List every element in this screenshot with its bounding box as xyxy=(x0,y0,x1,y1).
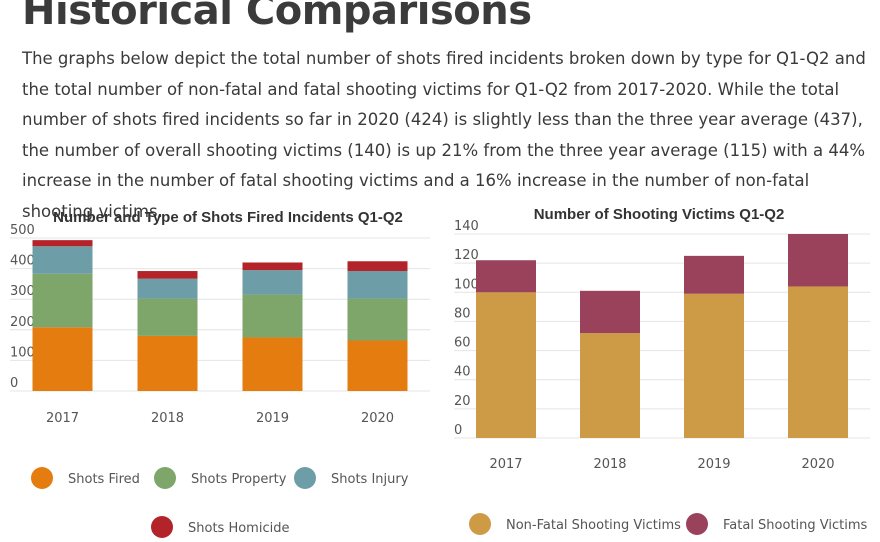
bar-segment xyxy=(137,298,198,336)
legend-swatch xyxy=(469,513,491,535)
bar-segment xyxy=(137,271,198,279)
legend-swatch xyxy=(154,467,176,489)
shots-fired-chart: Number and Type of Shots Fired Incidents… xyxy=(10,209,430,538)
bar-segment xyxy=(476,260,536,293)
y-tick-label: 300 xyxy=(10,284,35,299)
intro-paragraph: The graphs below depict the total number… xyxy=(22,49,866,221)
legend-label: Shots Fired xyxy=(68,472,140,487)
y-tick-label: 80 xyxy=(454,306,471,321)
bar-segment xyxy=(32,273,93,328)
legend-label: Shots Homicide xyxy=(188,521,289,536)
y-tick-label: 400 xyxy=(10,254,35,269)
x-tick-label: 2020 xyxy=(361,411,394,426)
bar-segment xyxy=(242,270,303,295)
y-tick-label: 20 xyxy=(454,394,471,409)
y-tick-label: 100 xyxy=(10,345,35,360)
y-tick-label: 140 xyxy=(454,219,479,234)
bar-segment xyxy=(580,290,640,334)
x-tick-label: 2019 xyxy=(256,411,289,426)
bar-segment xyxy=(32,240,93,247)
y-tick-label: 40 xyxy=(454,365,471,380)
chart-title: Number of Shooting Victims Q1-Q2 xyxy=(534,206,785,223)
legend-label: Shots Property xyxy=(191,472,287,487)
bar-segment xyxy=(580,333,640,438)
bar-segment xyxy=(242,337,303,391)
y-tick-label: 200 xyxy=(10,315,35,330)
shooting-victims-chart: Number of Shooting Victims Q1-Q2 0 20 40 60… xyxy=(454,206,870,535)
chart-title: Number and Type of Shots Fired Incidents… xyxy=(53,209,403,226)
legend-swatch xyxy=(686,513,708,535)
bar-segment xyxy=(242,294,303,338)
page-heading: Historical Comparisons xyxy=(22,0,532,34)
y-tick-label: 60 xyxy=(454,336,471,351)
bar-segment xyxy=(347,261,408,272)
legend-swatch xyxy=(151,516,173,538)
x-tick-label: 2019 xyxy=(697,457,730,472)
y-tick-label: 0 xyxy=(454,423,462,438)
bar-segment xyxy=(347,298,408,341)
legend-swatch xyxy=(31,467,53,489)
bar-segment xyxy=(476,292,536,438)
bar-segment xyxy=(32,327,93,391)
x-tick-label: 2018 xyxy=(593,457,626,472)
bar-segment xyxy=(684,293,744,438)
x-tick-label: 2018 xyxy=(151,411,184,426)
y-tick-label: 120 xyxy=(454,248,479,263)
bar-segment xyxy=(137,335,198,391)
bar-segment xyxy=(242,262,303,271)
x-tick-label: 2017 xyxy=(46,411,79,426)
y-tick-label: 0 xyxy=(10,376,18,391)
bar-segment xyxy=(788,234,848,287)
x-tick-label: 2020 xyxy=(801,457,834,472)
x-tick-label: 2017 xyxy=(489,457,522,472)
bar-segment xyxy=(347,271,408,299)
bar-segment xyxy=(684,255,744,294)
legend-swatch xyxy=(294,467,316,489)
legend-label: Non-Fatal Shooting Victims xyxy=(506,518,681,533)
legend-label: Shots Injury xyxy=(331,472,409,487)
y-tick-label: 100 xyxy=(454,277,479,292)
bar-segment xyxy=(137,278,198,299)
bar-segment xyxy=(32,246,93,274)
bar-segment xyxy=(788,286,848,438)
legend-label: Fatal Shooting Victims xyxy=(723,518,868,533)
bar-segment xyxy=(347,340,408,391)
y-tick-label: 500 xyxy=(10,223,35,238)
